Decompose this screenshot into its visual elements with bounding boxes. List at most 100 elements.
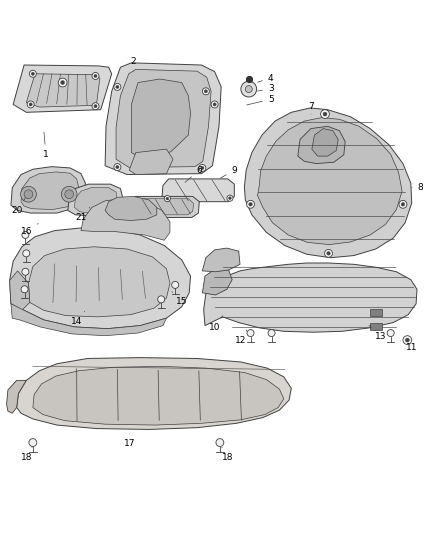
Circle shape: [21, 286, 28, 293]
Text: 12: 12: [235, 330, 247, 345]
Circle shape: [29, 70, 36, 77]
Circle shape: [92, 103, 99, 110]
Text: 4: 4: [258, 74, 273, 83]
Text: 9: 9: [220, 166, 237, 178]
Circle shape: [92, 72, 99, 79]
Circle shape: [268, 329, 275, 336]
Polygon shape: [131, 79, 191, 157]
Polygon shape: [105, 197, 157, 221]
Circle shape: [65, 190, 74, 199]
Polygon shape: [11, 304, 166, 336]
Polygon shape: [13, 65, 112, 112]
Polygon shape: [68, 184, 123, 216]
Text: 6: 6: [185, 166, 202, 182]
Circle shape: [211, 101, 218, 108]
Circle shape: [29, 439, 37, 447]
Text: 21: 21: [75, 207, 90, 222]
Circle shape: [403, 336, 412, 344]
Text: 5: 5: [247, 95, 274, 105]
Polygon shape: [10, 271, 30, 310]
Circle shape: [323, 112, 327, 116]
Circle shape: [23, 250, 30, 257]
Circle shape: [199, 165, 206, 172]
Polygon shape: [244, 108, 412, 258]
Circle shape: [202, 88, 209, 95]
Circle shape: [116, 166, 119, 168]
Circle shape: [116, 85, 119, 88]
Circle shape: [22, 268, 29, 275]
Polygon shape: [129, 149, 173, 174]
Circle shape: [24, 190, 33, 199]
Circle shape: [94, 104, 97, 108]
Circle shape: [31, 72, 35, 75]
Circle shape: [325, 249, 332, 257]
Circle shape: [201, 166, 204, 169]
Circle shape: [387, 329, 394, 336]
Circle shape: [406, 338, 409, 342]
Circle shape: [22, 231, 29, 238]
Circle shape: [21, 187, 36, 202]
Circle shape: [216, 439, 224, 447]
Polygon shape: [127, 197, 199, 217]
Text: 18: 18: [21, 447, 32, 462]
Text: 15: 15: [172, 292, 187, 306]
Polygon shape: [135, 199, 194, 215]
Circle shape: [172, 281, 179, 288]
Polygon shape: [28, 247, 170, 317]
Text: 16: 16: [21, 223, 38, 236]
Polygon shape: [11, 167, 85, 213]
Circle shape: [114, 164, 121, 171]
Circle shape: [241, 81, 257, 97]
Circle shape: [60, 80, 64, 85]
Circle shape: [249, 203, 252, 206]
Polygon shape: [162, 179, 234, 201]
Polygon shape: [26, 74, 100, 107]
Polygon shape: [202, 269, 232, 295]
Text: 18: 18: [222, 447, 233, 462]
Circle shape: [27, 101, 34, 108]
Circle shape: [247, 329, 254, 336]
Circle shape: [321, 110, 329, 118]
Text: 10: 10: [209, 316, 223, 332]
Polygon shape: [116, 69, 211, 167]
Circle shape: [58, 78, 67, 87]
Polygon shape: [33, 366, 284, 425]
Circle shape: [245, 86, 252, 93]
Text: 7: 7: [308, 102, 314, 114]
Polygon shape: [81, 199, 170, 240]
Text: 1: 1: [43, 132, 49, 159]
Circle shape: [227, 195, 233, 201]
Circle shape: [29, 103, 32, 106]
Polygon shape: [10, 228, 191, 329]
Circle shape: [166, 197, 169, 200]
Polygon shape: [105, 63, 221, 174]
Polygon shape: [74, 188, 117, 213]
Circle shape: [247, 200, 254, 208]
Polygon shape: [7, 381, 26, 413]
Text: 20: 20: [12, 198, 25, 215]
Circle shape: [61, 187, 77, 202]
Text: 17: 17: [124, 434, 135, 448]
Polygon shape: [258, 118, 402, 245]
Circle shape: [94, 75, 97, 77]
Circle shape: [164, 196, 170, 201]
Polygon shape: [312, 128, 338, 156]
Circle shape: [327, 252, 330, 255]
Circle shape: [204, 90, 208, 93]
Circle shape: [401, 203, 405, 206]
Circle shape: [114, 84, 121, 91]
Bar: [370, 309, 382, 316]
Polygon shape: [17, 358, 291, 430]
Text: 14: 14: [71, 311, 85, 326]
Circle shape: [399, 200, 407, 208]
Circle shape: [229, 197, 231, 199]
Text: 2: 2: [131, 57, 136, 71]
Text: 3: 3: [258, 84, 274, 93]
Circle shape: [158, 296, 165, 303]
Circle shape: [213, 103, 216, 106]
Bar: [370, 324, 382, 330]
Polygon shape: [204, 263, 417, 332]
Text: 8: 8: [412, 183, 424, 192]
Text: 13: 13: [369, 325, 387, 341]
Polygon shape: [21, 172, 79, 209]
